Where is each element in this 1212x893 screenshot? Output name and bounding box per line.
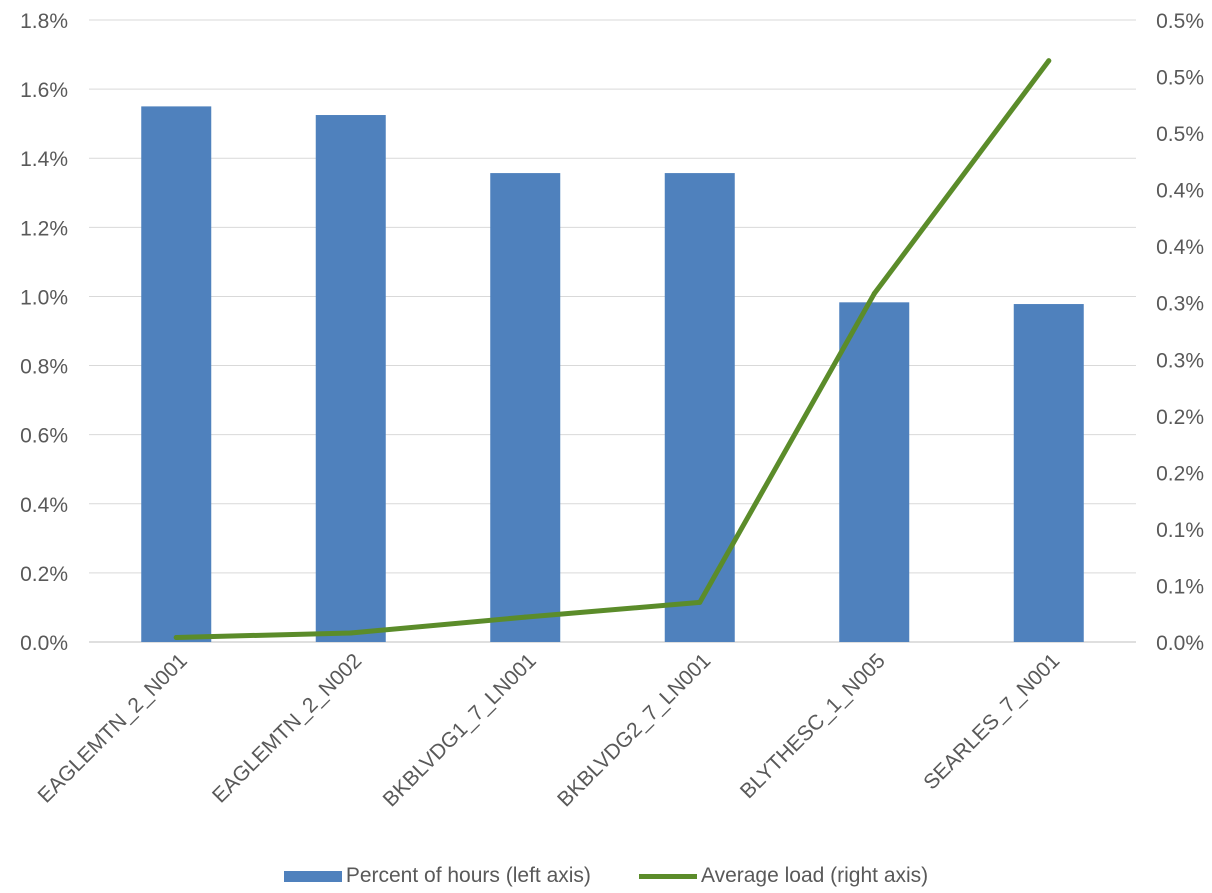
right-axis-tick-label: 0.1% [1156,519,1204,542]
bar-eaglemtn-2-n001 [141,106,212,642]
bar-bkblvdg2-7-ln001 [664,173,735,642]
left-axis-tick-label: 0.2% [20,563,68,586]
x-axis-tick-label: BLYTHESC_1_N005 [736,649,890,803]
left-axis-tick-label: 1.0% [20,286,68,309]
right-axis-tick-label: 0.5% [1156,67,1204,90]
line-point-bkblvdg2-7-ln001 [697,599,703,605]
legend-label-bars: Percent of hours (left axis) [345,864,591,887]
left-axis-tick-label: 0.8% [20,356,68,379]
x-axis-tick-label: EAGLEMTN_2_N002 [208,649,366,807]
bars [141,106,1084,643]
x-axis-tick-label: SEARLES_7_N001 [919,649,1064,794]
right-axis-tick-label: 0.0% [1156,632,1204,655]
bar-blythesc-1-n005 [839,302,910,642]
gridlines [89,19,1136,643]
left-axis-tick-label: 0.0% [20,632,68,655]
right-axis: 0.0% 0.1% 0.1% 0.2% 0.2% 0.3% 0.3% 0.4% 0.4% 0.5%… [1156,10,1204,655]
left-axis-tick-label: 1.8% [20,10,68,33]
x-axis-tick-label: BKBLVDG2_7_LN001 [553,649,715,811]
legend-item-line: Average load (right axis) [638,864,929,888]
right-axis-tick-label: 0.4% [1156,180,1204,203]
line-point-eaglemtn-2-n001 [173,634,179,640]
line-point-eaglemtn-2-n002 [348,630,354,636]
line-series [173,58,1052,640]
right-axis-tick-label: 0.5% [1156,123,1204,146]
x-axis-tick-label: EAGLEMTN_2_N001 [34,649,192,807]
right-axis-tick-label: 0.3% [1156,349,1204,372]
line-point-bkblvdg1-7-ln001 [522,614,528,620]
legend-item-bars: Percent of hours (left axis) [283,864,591,888]
bar-eaglemtn-2-n002 [315,115,386,643]
legend-swatch-line [638,873,697,879]
left-axis-tick-label: 1.6% [20,79,68,102]
average-load-line [173,58,1052,640]
legend: Percent of hours (left axis) Average loa… [0,864,1212,888]
left-axis-tick-label: 1.4% [20,148,68,171]
x-axis-tick-label: BKBLVDG1_7_LN001 [379,649,541,811]
right-axis-tick-label: 0.2% [1156,406,1204,429]
bar-bkblvdg1-7-ln001 [490,173,561,642]
right-axis-tick-label: 0.2% [1156,462,1204,485]
right-axis-tick-label: 0.1% [1156,575,1204,598]
right-axis-tick-label: 0.4% [1156,236,1204,259]
left-axis-tick-label: 0.4% [20,494,68,517]
bar-searles-7-n001 [1013,304,1084,642]
x-axis: EAGLEMTN_2_N001 EAGLEMTN_2_N002 BKBLVDG1_7… [34,649,1065,811]
line-point-blythesc-1-n005 [871,291,877,297]
left-axis: 0.0% 0.2% 0.4% 0.6% 0.8% 1.0% 1.2% 1.4% 1.6% 1.8% [20,10,68,655]
right-axis-tick-label: 0.5% [1156,10,1204,33]
chart-plot: 0.0% 0.2% 0.4% 0.6% 0.8% 1.0% 1.2% 1.4% 1.6% 1.8%… [20,10,1204,811]
legend-swatch-bars [283,870,342,882]
left-axis-tick-label: 1.2% [20,217,68,240]
left-axis-tick-label: 0.6% [20,425,68,448]
right-axis-tick-label: 0.3% [1156,293,1204,316]
legend-label-line: Average load (right axis) [700,864,929,887]
line-point-searles-7-n001 [1046,58,1052,64]
